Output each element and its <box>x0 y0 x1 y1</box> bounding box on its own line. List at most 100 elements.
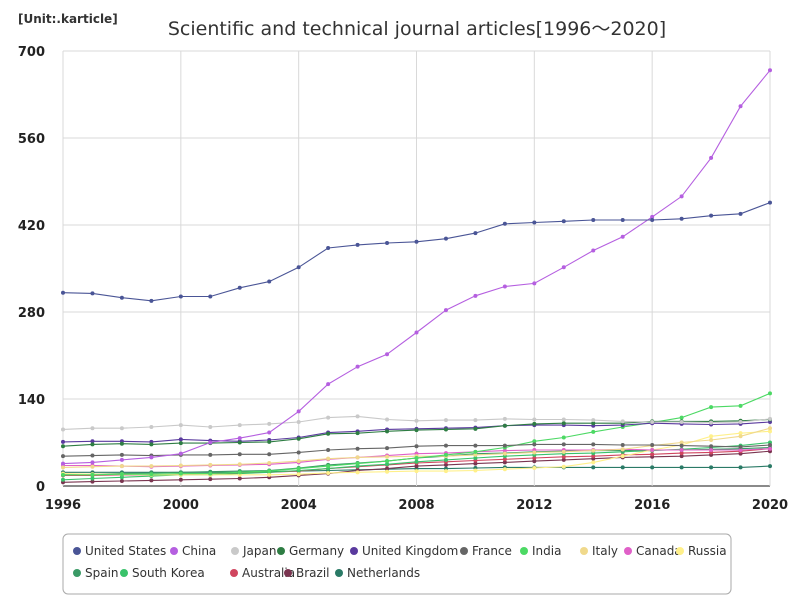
data-point-china <box>237 436 242 441</box>
data-point-japan <box>326 415 331 420</box>
data-point-china <box>620 234 625 239</box>
data-point-india <box>326 464 331 469</box>
data-point-japan <box>650 419 655 424</box>
y-tick-label: 140 <box>18 393 45 408</box>
data-point-germany <box>296 436 301 441</box>
data-point-south-korea <box>119 475 124 480</box>
data-point-japan <box>532 417 537 422</box>
data-point-italy <box>61 465 65 470</box>
data-point-india <box>768 391 772 396</box>
data-point-united-states <box>237 285 242 290</box>
data-point-germany <box>237 440 242 445</box>
data-point-italy <box>385 454 390 459</box>
data-point-italy <box>326 456 331 461</box>
data-point-france <box>532 442 537 447</box>
data-point-canada <box>502 448 507 453</box>
x-tick-label: 2020 <box>752 498 788 513</box>
data-point-australia <box>532 456 537 461</box>
data-point-south-korea <box>414 459 419 464</box>
legend-label-germany: Germany <box>289 544 344 558</box>
x-tick-label: 1996 <box>45 498 81 513</box>
data-point-germany <box>561 421 566 426</box>
data-point-italy <box>738 434 743 439</box>
data-point-germany <box>178 441 183 446</box>
data-point-japan <box>473 418 478 423</box>
data-point-japan <box>502 416 507 421</box>
data-point-germany <box>90 442 95 447</box>
data-point-japan <box>208 424 213 429</box>
grid <box>62 50 771 487</box>
data-point-australia <box>502 457 507 462</box>
data-point-united-kingdom <box>61 439 65 444</box>
data-point-france <box>768 442 772 447</box>
data-point-japan <box>178 423 183 428</box>
data-point-germany <box>502 423 507 428</box>
data-point-france <box>561 442 566 447</box>
data-point-brazil <box>385 466 390 471</box>
data-point-japan <box>267 421 272 426</box>
legend-marker-canada <box>624 547 632 555</box>
data-point-netherlands <box>620 465 625 470</box>
data-point-united-kingdom <box>178 437 183 442</box>
data-point-china <box>473 293 478 298</box>
data-point-japan <box>296 419 301 424</box>
data-point-france <box>267 452 272 457</box>
data-point-brazil <box>149 478 154 483</box>
data-point-united-states <box>296 265 301 270</box>
data-point-france <box>709 444 714 449</box>
data-point-india <box>267 469 272 474</box>
data-point-china <box>61 461 65 466</box>
data-point-south-korea <box>443 457 448 462</box>
data-point-japan <box>237 423 242 428</box>
data-point-italy <box>267 461 272 466</box>
data-point-china <box>532 281 537 286</box>
data-point-india <box>709 405 714 410</box>
data-point-russia <box>709 434 714 439</box>
data-point-australia <box>591 454 596 459</box>
data-point-russia <box>326 470 331 475</box>
data-point-france <box>473 443 478 448</box>
data-point-germany <box>149 442 154 447</box>
legend-marker-south-korea <box>120 569 128 577</box>
data-point-india <box>443 452 448 457</box>
data-point-united-states <box>502 221 507 226</box>
data-point-china <box>679 194 684 199</box>
data-point-india <box>532 439 537 444</box>
data-point-france <box>119 452 124 457</box>
data-point-japan <box>738 419 743 424</box>
data-point-germany <box>473 426 478 431</box>
data-point-france <box>414 444 419 449</box>
data-point-china <box>296 409 301 414</box>
data-point-japan <box>679 419 684 424</box>
data-point-italy <box>237 462 242 467</box>
data-point-russia <box>620 454 625 459</box>
data-point-australia <box>561 454 566 459</box>
data-point-japan <box>414 418 419 423</box>
data-point-italy <box>178 463 183 468</box>
data-point-india <box>149 472 154 477</box>
data-point-canada <box>650 447 655 452</box>
data-point-brazil <box>178 477 183 482</box>
data-point-united-states <box>414 239 419 244</box>
data-point-brazil <box>561 457 566 462</box>
legend-marker-germany <box>277 547 285 555</box>
data-point-india <box>237 470 242 475</box>
data-point-italy <box>561 449 566 454</box>
data-point-netherlands <box>591 465 596 470</box>
legend-label-australia: Australia <box>242 566 295 580</box>
data-point-brazil <box>679 454 684 459</box>
data-point-china <box>267 430 272 435</box>
data-point-japan <box>443 418 448 423</box>
data-point-germany <box>326 431 331 436</box>
data-point-united-kingdom <box>90 439 95 444</box>
data-point-germany <box>385 429 390 434</box>
axes: 0 140 280 420 560 700 1996 2000 2004 2008 2012 2016… <box>18 45 788 513</box>
data-point-united-states <box>90 291 95 296</box>
data-point-united-states <box>473 231 478 236</box>
data-point-france <box>679 443 684 448</box>
data-point-china <box>90 460 95 465</box>
data-point-united-states <box>326 245 331 250</box>
data-point-united-states <box>267 279 272 284</box>
legend-label-united-kingdom: United Kingdom <box>362 544 458 558</box>
data-point-italy <box>502 451 507 456</box>
